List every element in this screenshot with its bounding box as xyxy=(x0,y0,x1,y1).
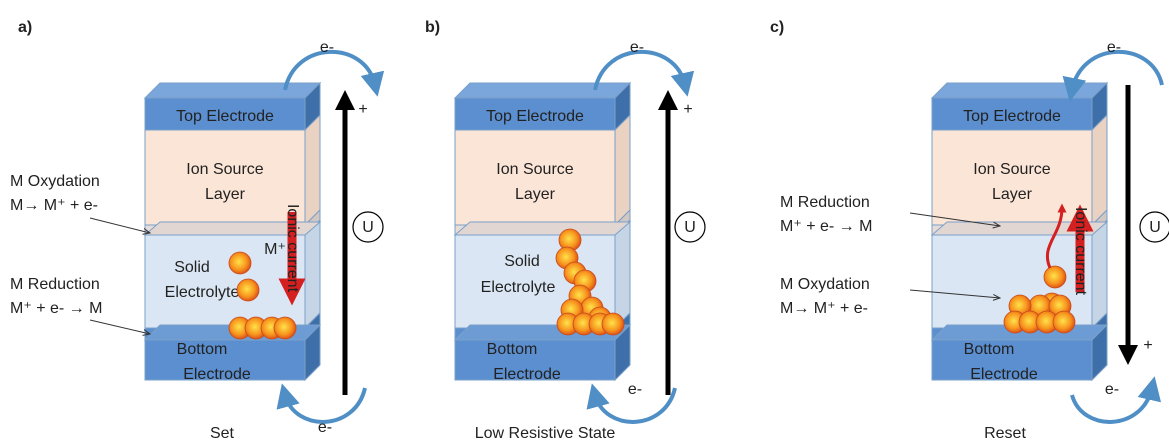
metal-atom xyxy=(236,278,260,302)
annotation: M→ M⁺ + e- xyxy=(780,300,868,317)
ion-source-label: Ion Source xyxy=(973,161,1050,178)
box-layer xyxy=(931,97,1093,131)
electron-label: e- xyxy=(1107,39,1121,56)
box-layer xyxy=(144,97,306,131)
top-electrode-label: Top Electrode xyxy=(176,108,274,125)
caption: Low Resistive State xyxy=(475,425,616,442)
interface-plane xyxy=(453,221,632,236)
top-face xyxy=(453,82,632,99)
panel-label: a) xyxy=(18,19,32,36)
caption: Reset xyxy=(984,425,1026,442)
electrolyte-label: Solid xyxy=(504,253,540,270)
ionic-current-label: Ionic current xyxy=(1072,207,1089,296)
annotation-pointer xyxy=(909,289,1000,298)
annotation: M Oxydation xyxy=(780,276,870,293)
metal-atom xyxy=(601,312,625,336)
annotation: M Reduction xyxy=(10,276,100,293)
side-face xyxy=(1091,218,1108,330)
metal-atom xyxy=(1043,265,1067,289)
panel-label: c) xyxy=(770,19,784,36)
voltage-label: U xyxy=(362,219,374,236)
ion-source-label: Ion Source xyxy=(496,161,573,178)
annotation-pointer xyxy=(89,319,150,334)
ion-source-label: Layer xyxy=(515,186,556,203)
ion-source-label: Layer xyxy=(992,186,1033,203)
box-layer xyxy=(454,129,616,226)
top-electrode-label: Top Electrode xyxy=(486,108,584,125)
side-face xyxy=(614,113,631,227)
metal-atom xyxy=(228,251,252,275)
ion-path-arrow xyxy=(1045,203,1067,269)
top-face xyxy=(143,82,322,99)
ionic-current-label: Ionic current xyxy=(284,204,301,293)
box-layer xyxy=(454,97,616,131)
top-electrode-label: Top Electrode xyxy=(963,108,1061,125)
bottom-electrode-label: Electrode xyxy=(970,366,1038,383)
top-face xyxy=(930,82,1109,99)
electron-arrow xyxy=(1070,376,1162,424)
voltage-label: U xyxy=(1149,219,1161,236)
voltage-circle xyxy=(352,211,384,243)
annotation-pointer xyxy=(89,217,150,233)
metal-atom xyxy=(273,316,297,340)
side-face xyxy=(304,113,321,227)
annotation: M⁺ + e- → M xyxy=(780,218,872,235)
polarity-label: + xyxy=(358,101,367,118)
electron-label: e- xyxy=(1105,381,1119,398)
electron-arrow xyxy=(1062,49,1164,102)
electron-label: e- xyxy=(628,381,642,398)
voltage-circle xyxy=(1139,211,1169,243)
ion-source-label: Ion Source xyxy=(186,161,263,178)
electron-arrow xyxy=(276,383,367,424)
caption: Set xyxy=(210,425,235,442)
electron-arrow xyxy=(593,49,695,97)
electron-arrow xyxy=(283,49,385,97)
polarity-label: + xyxy=(683,101,692,118)
side-face xyxy=(1091,113,1108,227)
bottom-electrode-label: Bottom xyxy=(487,341,538,358)
voltage-circle xyxy=(674,211,706,243)
electron-label: e- xyxy=(318,419,332,436)
electron-label: e- xyxy=(630,39,644,56)
polarity-label: + xyxy=(1143,337,1152,354)
annotation-pointer xyxy=(909,212,1000,226)
side-face xyxy=(304,218,321,330)
metal-atom xyxy=(1052,310,1076,334)
bottom-electrode-label: Electrode xyxy=(493,366,561,383)
interface-plane xyxy=(143,221,322,236)
ion-label: M⁺ xyxy=(264,241,286,258)
bottom-electrode-label: Bottom xyxy=(177,341,228,358)
voltage-label: U xyxy=(684,219,696,236)
side-face xyxy=(614,218,631,330)
annotation: M Reduction xyxy=(780,194,870,211)
ion-source-label: Layer xyxy=(205,186,246,203)
box-layer xyxy=(144,234,306,329)
annotation: M⁺ + e- → M xyxy=(10,300,102,317)
electrolyte-label: Electrolyte xyxy=(481,279,556,296)
electrolyte-label: Electrolyte xyxy=(165,284,240,301)
bottom-electrode-label: Bottom xyxy=(964,341,1015,358)
interface-plane xyxy=(930,221,1109,236)
panel-label: b) xyxy=(425,19,440,36)
electron-label: e- xyxy=(320,39,334,56)
electrolyte-label: Solid xyxy=(174,259,210,276)
bottom-electrode-label: Electrode xyxy=(183,366,251,383)
electron-arrow xyxy=(586,383,677,424)
annotation: M Oxydation xyxy=(10,173,100,190)
annotation: M→ M⁺ + e- xyxy=(10,197,98,214)
